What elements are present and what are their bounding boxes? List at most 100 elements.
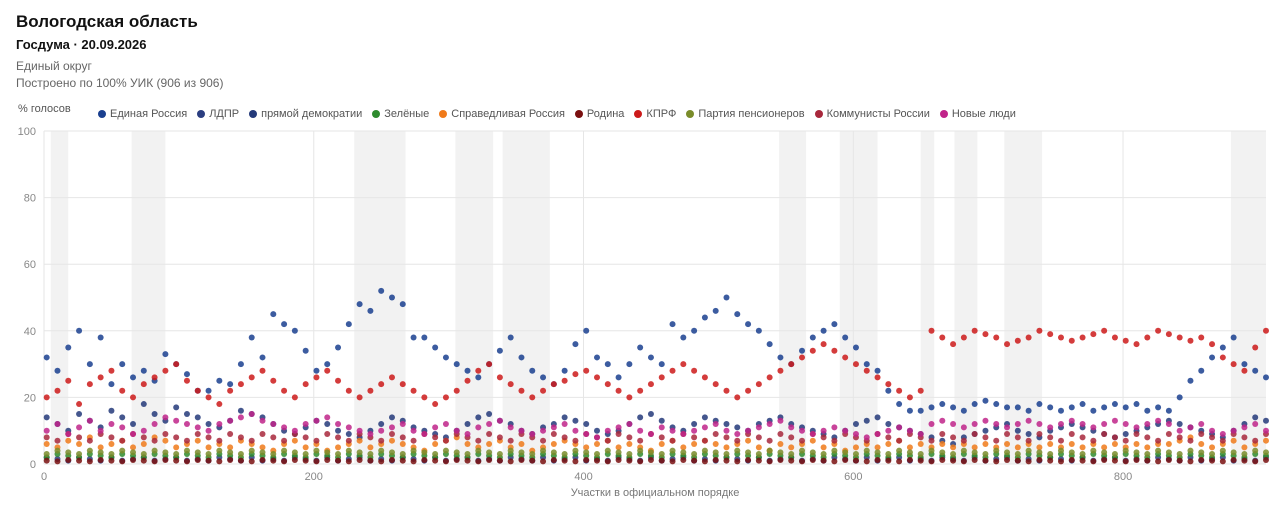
data-point — [194, 414, 201, 421]
data-point — [550, 424, 557, 431]
data-point — [475, 437, 482, 444]
data-point — [453, 449, 460, 456]
data-point — [1036, 327, 1043, 334]
data-point — [54, 437, 61, 444]
data-point — [1198, 457, 1205, 464]
data-point — [572, 427, 579, 434]
chart-header: Вологодская область Госдума · 20.09.2026… — [16, 12, 223, 92]
data-point — [1155, 447, 1162, 454]
background-band — [1230, 131, 1266, 464]
data-point — [1014, 451, 1021, 458]
data-point — [1025, 458, 1032, 465]
legend-item[interactable]: Партия пенсионеров — [686, 108, 805, 120]
data-point — [1079, 334, 1086, 341]
data-point — [950, 457, 957, 464]
data-point — [507, 424, 514, 431]
legend-item[interactable]: Новые люди — [939, 108, 1016, 120]
legend-item[interactable]: Справедливая Россия — [439, 108, 565, 120]
data-point — [745, 449, 752, 456]
legend-item[interactable]: прямой демократии — [249, 108, 362, 120]
data-point — [701, 314, 708, 321]
data-point — [356, 437, 363, 444]
data-point — [507, 334, 514, 341]
data-point — [1068, 431, 1075, 438]
data-point — [637, 458, 644, 465]
data-point — [248, 334, 255, 341]
data-point — [993, 334, 1000, 341]
data-point — [960, 447, 967, 454]
data-point — [1263, 374, 1269, 381]
data-point — [950, 421, 957, 428]
data-point — [496, 374, 503, 381]
legend-label: Единая Россия — [110, 108, 188, 120]
legend-item[interactable]: Зелёные — [372, 108, 429, 120]
data-point — [863, 434, 870, 441]
data-point — [237, 361, 244, 368]
data-point — [529, 431, 536, 438]
data-point — [529, 394, 536, 401]
data-point — [1101, 404, 1108, 411]
legend-item[interactable]: Родина — [574, 108, 624, 120]
data-point — [550, 431, 557, 438]
data-point — [410, 334, 417, 341]
data-point — [1122, 458, 1129, 465]
data-point — [410, 458, 417, 465]
legend-item[interactable]: ЛДПР — [197, 108, 239, 120]
data-point — [248, 374, 255, 381]
data-point — [572, 458, 579, 465]
data-point — [97, 457, 104, 464]
data-point — [583, 444, 590, 451]
data-point — [248, 411, 255, 418]
data-point — [971, 449, 978, 456]
data-point — [140, 427, 147, 434]
background-band — [1004, 131, 1043, 464]
data-point — [1155, 437, 1162, 444]
data-point — [43, 457, 50, 464]
data-point — [820, 451, 827, 458]
data-point — [335, 434, 342, 441]
data-point — [173, 404, 180, 411]
data-point — [518, 354, 525, 361]
x-tick-label: 400 — [574, 471, 592, 483]
data-point — [291, 327, 298, 334]
data-point — [183, 421, 190, 428]
legend-item[interactable]: Коммунисты России — [814, 108, 930, 120]
data-point — [1079, 401, 1086, 408]
data-point — [658, 417, 665, 424]
background-band — [839, 131, 878, 464]
data-point — [194, 449, 201, 456]
data-point — [76, 411, 83, 418]
data-point — [1176, 451, 1183, 458]
data-point — [162, 414, 169, 421]
data-point — [561, 421, 568, 428]
data-point — [647, 449, 654, 456]
data-point — [734, 431, 741, 438]
data-point — [183, 377, 190, 384]
legend-item[interactable]: Единая Россия — [98, 108, 187, 120]
data-point — [259, 444, 266, 451]
y-tick-label: 60 — [24, 259, 36, 271]
data-point — [345, 424, 352, 431]
data-point — [378, 287, 385, 294]
data-point — [86, 437, 93, 444]
data-point — [712, 431, 719, 438]
data-point — [216, 447, 223, 454]
legend-item[interactable]: КПРФ — [634, 108, 676, 120]
data-point — [1241, 424, 1248, 431]
data-point — [54, 421, 61, 428]
data-point — [496, 451, 503, 458]
data-point — [712, 441, 719, 448]
data-point — [216, 437, 223, 444]
x-tick-label: 800 — [1114, 471, 1132, 483]
data-point — [1111, 434, 1118, 441]
data-point — [1004, 424, 1011, 431]
data-point — [604, 361, 611, 368]
data-point — [885, 457, 892, 464]
background-band — [131, 131, 166, 464]
data-point — [151, 374, 158, 381]
data-point — [1079, 451, 1086, 458]
data-point — [43, 354, 50, 361]
data-point — [1068, 404, 1075, 411]
data-point — [378, 437, 385, 444]
data-point — [54, 387, 61, 394]
